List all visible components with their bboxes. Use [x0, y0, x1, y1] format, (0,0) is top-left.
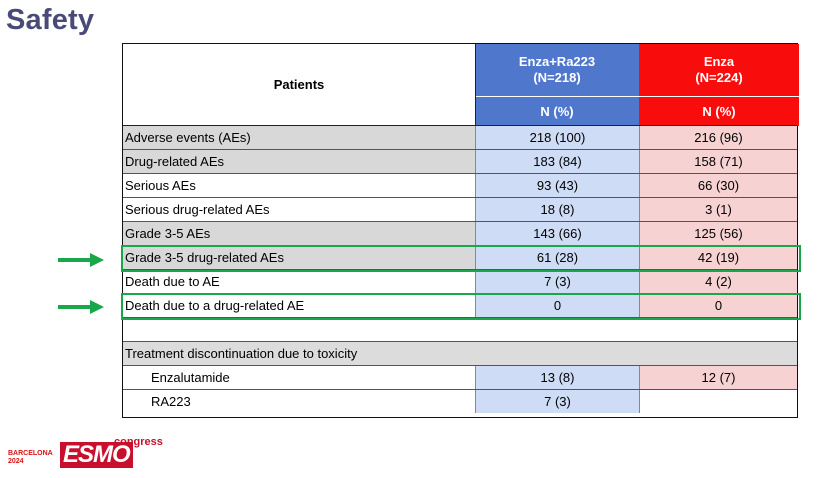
logo-suffix: congress — [114, 436, 163, 448]
table-row: Grade 3-5 AEs 143 (66) 125 (56) — [123, 222, 797, 246]
divider — [475, 44, 476, 126]
logo-city: BARCELONA 2024 — [8, 450, 53, 466]
section-label: Treatment discontinuation due to toxicit… — [123, 342, 797, 365]
highlight-box-grade-3-5 — [121, 245, 801, 272]
value-enza-ra223: 18 (8) — [475, 198, 639, 221]
row-label: RA223 — [123, 390, 475, 413]
green-arrow-icon — [58, 253, 104, 267]
group2-n: (N=224) — [695, 70, 742, 85]
table-row: Serious AEs 93 (43) 66 (30) — [123, 174, 797, 198]
value-enza-ra223: 93 (43) — [475, 174, 639, 197]
value-enza-ra223: 7 (3) — [475, 270, 639, 293]
green-arrow-icon — [58, 300, 104, 314]
value-enza-ra223: 7 (3) — [475, 390, 639, 413]
safety-table: Patients Enza+Ra223 (N=218) Enza (N=224) N… — [122, 43, 798, 418]
value-enza: 216 (96) — [639, 126, 797, 149]
value-enza-ra223: 183 (84) — [475, 150, 639, 173]
table-row: Adverse events (AEs) 218 (100) 216 (96) — [123, 126, 797, 150]
highlight-box-death-drug-related — [121, 293, 801, 320]
group1-name: Enza+Ra223 — [519, 54, 595, 69]
table-row: Enzalutamide 13 (8) 12 (7) — [123, 366, 797, 390]
value-enza: 4 (2) — [639, 270, 797, 293]
header-unit-2: N (%) — [639, 96, 799, 126]
table-row-section: Treatment discontinuation due to toxicit… — [123, 342, 797, 366]
header-unit-1: N (%) — [475, 96, 639, 126]
value-enza-ra223 — [475, 318, 639, 341]
value-enza: 125 (56) — [639, 222, 797, 245]
row-label: Drug-related AEs — [123, 150, 475, 173]
esmo-congress-logo: BARCELONA 2024 ESMO congress — [4, 436, 164, 466]
value-enza-ra223: 218 (100) — [475, 126, 639, 149]
row-label: Death due to AE — [123, 270, 475, 293]
group1-n: (N=218) — [533, 70, 580, 85]
row-label: Adverse events (AEs) — [123, 126, 475, 149]
row-label: Grade 3-5 AEs — [123, 222, 475, 245]
page-title: Safety — [6, 4, 94, 37]
value-enza: 158 (71) — [639, 150, 797, 173]
value-enza: 66 (30) — [639, 174, 797, 197]
table-row: Serious drug-related AEs 18 (8) 3 (1) — [123, 198, 797, 222]
value-enza: 3 (1) — [639, 198, 797, 221]
header-patients: Patients — [123, 44, 475, 126]
row-label: Serious AEs — [123, 174, 475, 197]
table-row-spacer — [123, 318, 797, 342]
header-group-enza-ra223: Enza+Ra223 (N=218) — [475, 44, 639, 96]
table-row: RA223 7 (3) — [123, 390, 797, 414]
row-label: Serious drug-related AEs — [123, 198, 475, 221]
group2-name: Enza — [704, 54, 734, 69]
value-enza-ra223: 143 (66) — [475, 222, 639, 245]
value-enza — [639, 318, 797, 341]
value-enza: 12 (7) — [639, 366, 797, 389]
row-label: Enzalutamide — [123, 366, 475, 389]
value-enza — [639, 390, 797, 413]
value-enza-ra223: 13 (8) — [475, 366, 639, 389]
table-row: Drug-related AEs 183 (84) 158 (71) — [123, 150, 797, 174]
row-label — [123, 318, 475, 341]
table-row: Death due to AE 7 (3) 4 (2) — [123, 270, 797, 294]
header-group-enza: Enza (N=224) — [639, 44, 799, 96]
